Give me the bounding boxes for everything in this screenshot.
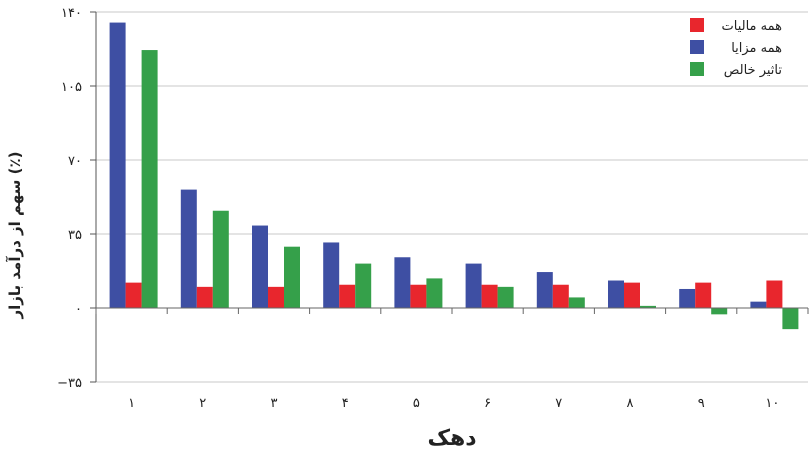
bar xyxy=(750,301,767,308)
legend-swatch xyxy=(690,18,704,32)
axes xyxy=(90,11,809,383)
y-tick-label: ۰ xyxy=(75,302,82,317)
y-axis-title: سهم از درآمد بازار (٪) xyxy=(6,151,24,319)
bar xyxy=(695,282,712,308)
y-tick-label: ۷۰ xyxy=(68,154,82,169)
x-axis-title: دهک xyxy=(427,426,476,451)
legend-label: تاثیر خالص xyxy=(724,63,783,78)
legend-swatch xyxy=(690,40,704,54)
bar xyxy=(141,50,158,309)
bar xyxy=(125,282,142,308)
legend-label: همه مزایا xyxy=(731,41,782,56)
x-tick-label: ۶ xyxy=(484,396,491,411)
bar xyxy=(608,280,624,308)
bar xyxy=(552,284,569,308)
bar xyxy=(196,286,213,308)
bar xyxy=(284,246,300,308)
bar xyxy=(180,189,197,308)
x-tick-label: ۱ xyxy=(128,396,135,411)
y-tick-label: ۳۵ xyxy=(68,228,82,243)
bar xyxy=(782,308,799,330)
bar xyxy=(481,284,498,308)
x-tick-label: ۴ xyxy=(342,396,349,411)
x-tick-label: ۹ xyxy=(698,396,705,411)
x-tick-label: ۲ xyxy=(199,396,206,411)
bar xyxy=(465,263,482,308)
bars xyxy=(109,22,799,330)
legend-swatch xyxy=(690,62,704,76)
tick-labels: ۱۴۰ ۱۰۵ ۷۰ ۳۵ ۰ −۳۵ ۱ ۲ ۳ ۴ ۵ ۶ ۷ ۸ ۹ ۱۰ xyxy=(57,6,779,411)
bar xyxy=(252,225,268,308)
bar xyxy=(536,272,553,308)
bar xyxy=(212,210,229,308)
bar xyxy=(426,278,443,308)
bar xyxy=(355,263,372,308)
bar xyxy=(268,286,284,308)
bar xyxy=(109,22,126,308)
bar xyxy=(410,284,427,308)
bar xyxy=(679,288,696,308)
bar xyxy=(339,284,356,308)
legend: همه مالیات همه مزایا تاثیر خالص xyxy=(690,18,782,78)
bar xyxy=(711,308,728,315)
bar xyxy=(497,286,514,308)
x-tick-label: ۱۰ xyxy=(765,396,779,411)
y-tick-label: ۱۰۵ xyxy=(61,80,82,95)
bar xyxy=(640,305,656,308)
x-tick-label: ۸ xyxy=(627,396,634,411)
bar xyxy=(766,280,783,308)
x-tick-label: ۷ xyxy=(555,396,562,411)
legend-label: همه مالیات xyxy=(722,19,783,34)
x-tick-label: ۵ xyxy=(413,396,420,411)
bar xyxy=(394,257,411,308)
y-tick-label: −۳۵ xyxy=(57,376,82,391)
x-tick-label: ۳ xyxy=(271,396,278,411)
bar xyxy=(568,297,585,308)
y-tick-label: ۱۴۰ xyxy=(61,6,82,21)
bar xyxy=(624,282,640,308)
bar xyxy=(323,242,340,308)
